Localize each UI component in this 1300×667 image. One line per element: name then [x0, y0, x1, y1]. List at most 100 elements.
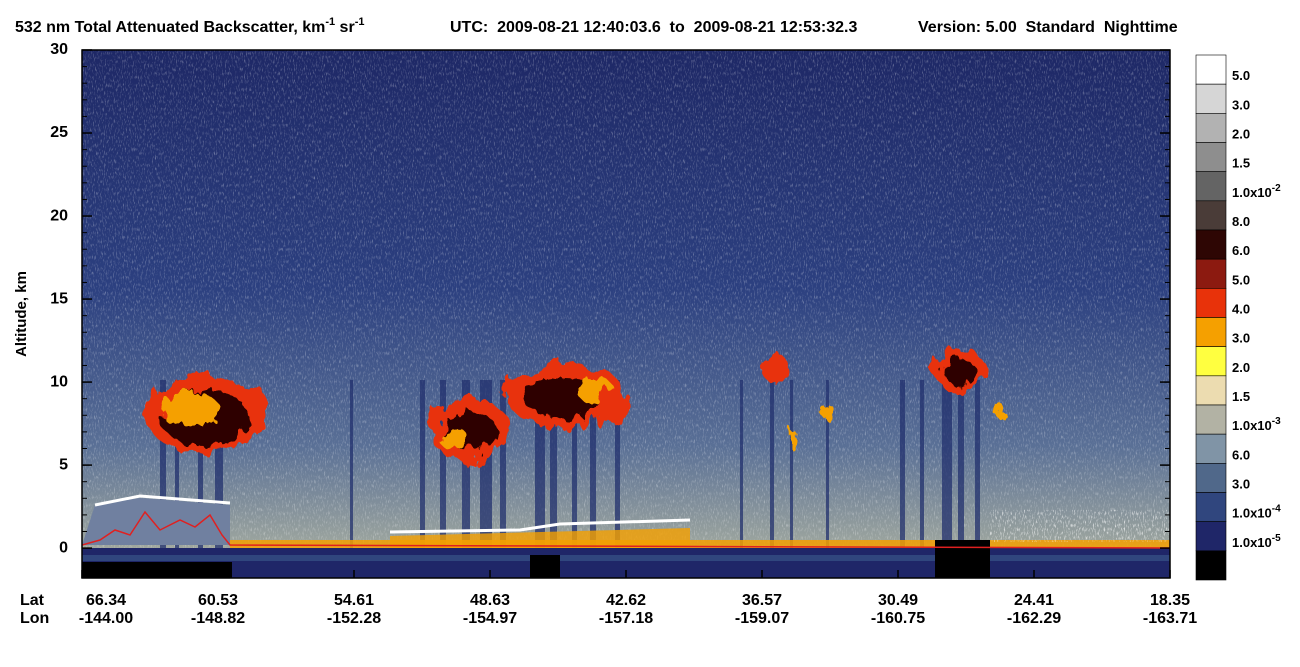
- colorbar-swatch: [1195, 317, 1227, 347]
- stripe: [500, 380, 506, 548]
- lat-label: 30.49: [878, 592, 918, 609]
- stripe: [958, 380, 964, 548]
- lat-label: 66.34: [86, 592, 126, 609]
- subsurface: [82, 555, 1170, 561]
- stripe: [942, 380, 952, 548]
- colorbar-label-text: 1.0x10: [1232, 535, 1272, 550]
- colorbar-label-text: 4.0: [1232, 302, 1250, 317]
- surface-return: [230, 540, 1170, 548]
- stripe: [920, 380, 924, 548]
- colorbar-swatch: [1195, 142, 1227, 172]
- colorbar-label-text: 1.0x10: [1232, 419, 1272, 434]
- colorbar-label-sup: -4: [1272, 503, 1281, 514]
- version: Version: 5.00 Standard Nighttime: [918, 19, 1178, 36]
- colorbar-swatch: [1195, 463, 1227, 493]
- colorbar-label-text: 3.0: [1232, 477, 1250, 492]
- colorbar-label-text: 1.0x10: [1232, 506, 1272, 521]
- colorbar-label-sup: -3: [1272, 416, 1281, 427]
- colorbar-swatch: [1195, 113, 1227, 143]
- stripe: [198, 380, 203, 548]
- lon-label: -159.07: [735, 610, 789, 627]
- subsurface-black: [82, 562, 232, 578]
- colorbar-swatch: [1195, 433, 1227, 464]
- colorbar-label: 5.0: [1232, 273, 1250, 288]
- colorbar-swatch: [1195, 346, 1227, 377]
- y-tick-label: 0: [59, 539, 68, 556]
- stripe: [590, 380, 596, 548]
- y-tick-label: 20: [50, 207, 68, 224]
- colorbar-label-text: 2.0: [1232, 127, 1250, 142]
- lon-label: -148.82: [191, 610, 245, 627]
- colorbar-label: 2.0: [1232, 127, 1250, 142]
- y-tick-label: 10: [50, 373, 68, 390]
- utc: UTC: 2009-08-21 12:40:03.6 to 2009-08-21…: [450, 19, 857, 36]
- surface-elevation: [82, 510, 1170, 549]
- lon-label: -152.28: [327, 610, 381, 627]
- colorbar-label-text: 3.0: [1232, 98, 1250, 113]
- colorbar-label: 3.0: [1232, 477, 1250, 492]
- title-sup: -1: [355, 16, 365, 28]
- lat-label: 18.35: [1150, 592, 1190, 609]
- colorbar-label: 1.0x10-2: [1232, 182, 1281, 200]
- clouds: [145, 348, 1005, 462]
- colorbar-label-text: 5.0: [1232, 273, 1250, 288]
- colorbar-label: 1.5: [1232, 156, 1250, 171]
- colorbar-label-text: 5.0: [1232, 69, 1250, 84]
- lat-label: 54.61: [334, 592, 374, 609]
- stripe: [572, 380, 577, 548]
- aerosol: [990, 510, 1170, 542]
- y-tick-label: 5: [59, 456, 68, 473]
- colorbar-label: 6.0: [1232, 244, 1250, 259]
- subsurface-black: [935, 540, 990, 578]
- lat-label: 48.63: [470, 592, 510, 609]
- chart-title: 532 nm Total Attenuated Backscatter, km-…: [15, 16, 364, 36]
- lat-label: 36.57: [742, 592, 782, 609]
- stripe: [900, 380, 905, 548]
- stripe: [550, 380, 557, 548]
- y-axis-label: Altitude, km: [13, 271, 30, 357]
- colorbar-label-text: 1.5: [1232, 156, 1250, 171]
- stripe: [770, 380, 774, 548]
- colorbar-swatch: [1195, 229, 1227, 260]
- colorbar-label-text: 8.0: [1232, 214, 1250, 229]
- colorbar-swatch: [1195, 171, 1227, 202]
- lon-label: -162.29: [1007, 610, 1061, 627]
- colorbar-label: 2.0: [1232, 360, 1250, 375]
- stripe: [160, 380, 166, 548]
- colorbar-swatch: [1195, 258, 1227, 289]
- colorbar-swatch: [1195, 200, 1227, 231]
- stripe: [462, 380, 470, 548]
- stripe: [175, 380, 179, 548]
- lon-label: -154.97: [463, 610, 517, 627]
- colorbar-label: 5.0: [1232, 69, 1250, 84]
- colorbar-swatch: [1195, 521, 1227, 552]
- lat-label: 42.62: [606, 592, 646, 609]
- colorbar-label: 3.0: [1232, 331, 1250, 346]
- colorbar-label: 3.0: [1232, 98, 1250, 113]
- stripe: [535, 380, 545, 548]
- colorbar-label: 8.0: [1232, 214, 1250, 229]
- stripe: [215, 380, 223, 548]
- y-tick-label: 25: [50, 124, 68, 141]
- colorbar-swatch: [1195, 404, 1227, 435]
- colorbar-label: 1.0x10-5: [1232, 532, 1281, 550]
- stripe: [420, 380, 425, 548]
- y-tick-label: 30: [50, 41, 68, 58]
- lat-label: 24.41: [1014, 592, 1054, 609]
- surface-top: [389, 518, 691, 534]
- colorbar-label-text: 6.0: [1232, 448, 1250, 463]
- colorbar-swatch: [1195, 288, 1227, 318]
- lon-label: -163.71: [1143, 610, 1197, 627]
- stripe: [826, 380, 829, 548]
- stripe: [790, 380, 793, 548]
- lon-label: -157.18: [599, 610, 653, 627]
- y-tick-label: 15: [50, 290, 68, 307]
- attenuation-stripes: [160, 380, 980, 548]
- colorbar-label-sup: -2: [1272, 182, 1281, 193]
- colorbar-label-text: 3.0: [1232, 331, 1250, 346]
- colorbar-label: 1.0x10-4: [1232, 503, 1281, 521]
- curtain: [82, 50, 1170, 578]
- lon-row-label: Lon: [20, 610, 49, 627]
- lon-label: -144.00: [79, 610, 133, 627]
